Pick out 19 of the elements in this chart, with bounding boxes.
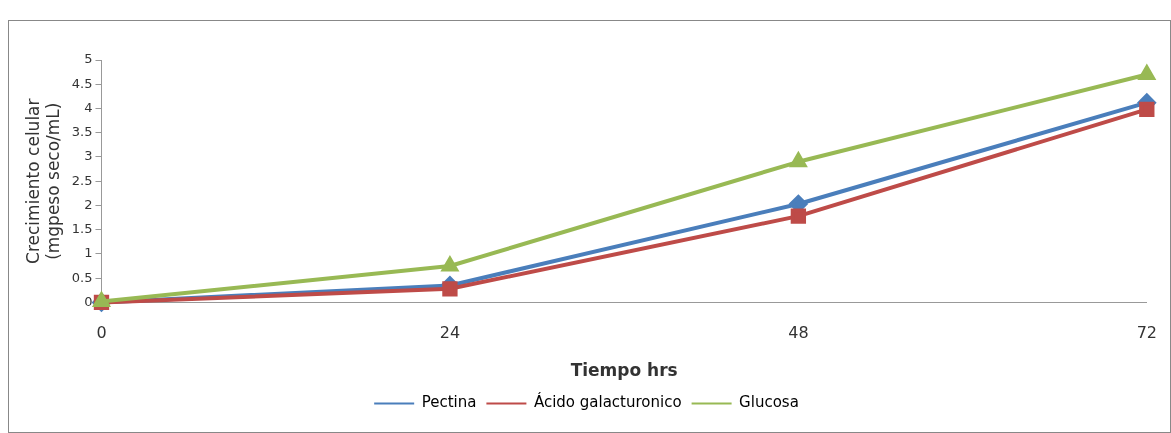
y-tick-label: 1.5	[71, 221, 93, 237]
y-tick-label: 2	[84, 196, 93, 212]
y-tick-label: 0.5	[71, 269, 93, 285]
x-axis-title: Tiempo hrs	[570, 360, 678, 381]
y-tick-label: 5	[84, 51, 93, 67]
y-tick-label: 4.5	[71, 75, 93, 91]
y-tick-label: 4	[84, 99, 93, 115]
legend-label: Pectina	[421, 393, 477, 412]
y-axis-title: Crecimiento celular (mgpeso seco/mL)	[22, 98, 64, 264]
x-tick-label: 24	[439, 323, 461, 343]
y-tick-label: 0	[84, 293, 93, 309]
x-tick-label: 72	[1136, 323, 1157, 343]
legend-label: Ácido galacturonico	[533, 392, 682, 412]
y-tick-label: 1	[84, 245, 93, 261]
x-tick-label: 48	[788, 323, 809, 343]
y-tick-label: 3.5	[71, 124, 93, 140]
legend-label: Glucosa	[739, 393, 799, 412]
y-tick-label: 3	[84, 148, 93, 164]
y-tick-label: 2.5	[71, 172, 93, 188]
